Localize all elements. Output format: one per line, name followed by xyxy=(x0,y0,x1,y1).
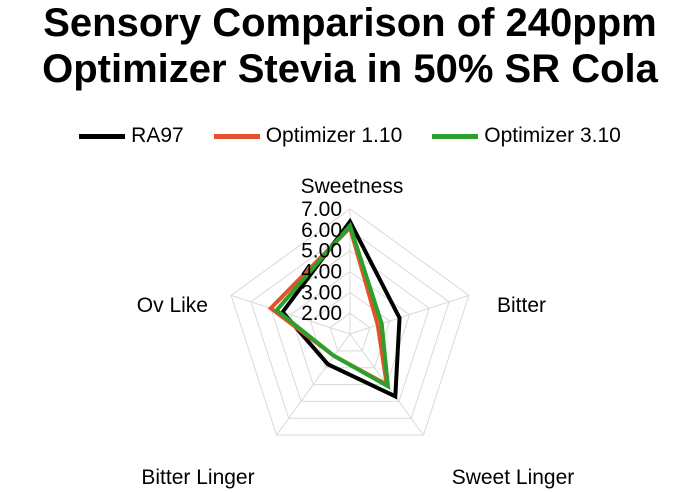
legend-label-optimizer-1-10: Optimizer 1.10 xyxy=(265,124,403,147)
grid-ring-1 xyxy=(329,312,371,352)
grid-ring-3 xyxy=(289,270,411,386)
legend-label-ra97: RA97 xyxy=(131,124,184,147)
spoke-5 xyxy=(230,294,351,335)
chart-title-line-1: Sensory Comparison of 240ppm xyxy=(43,1,657,45)
category-label-2: Bitter xyxy=(497,294,546,317)
legend-item-optimizer-1-10: Optimizer 1.10 xyxy=(213,121,403,151)
tick-label-5: 6.00 xyxy=(301,219,342,242)
tick-label-4: 5.00 xyxy=(301,240,342,263)
legend-item-ra97: RA97 xyxy=(79,121,184,151)
chart-title-line-2: Optimizer Stevia in 50% SR Cola xyxy=(42,47,658,91)
series-line-3 xyxy=(273,221,391,390)
category-label-3: Sweet Linger xyxy=(452,466,575,489)
series-line-1 xyxy=(280,217,402,400)
category-label-5: Ov Like xyxy=(137,294,208,317)
spoke-2 xyxy=(349,294,470,335)
tick-label-6: 7.00 xyxy=(301,198,342,221)
legend: RA97 Optimizer 1.10 Optimizer 3.10 xyxy=(0,121,700,151)
legend-swatch-ra97 xyxy=(79,133,126,139)
tick-label-2: 3.00 xyxy=(301,281,342,304)
tick-label-1: 2.00 xyxy=(301,302,342,325)
grid-ring-6 xyxy=(230,208,470,436)
tick-label-3: 4.00 xyxy=(301,261,342,284)
legend-swatch-optimizer-1-10 xyxy=(213,133,260,139)
legend-item-optimizer-3-10: Optimizer 3.10 xyxy=(432,121,621,151)
chart-title: Sensory Comparison of 240ppm Optimizer S… xyxy=(0,0,700,92)
legend-label-optimizer-3-10: Optimizer 3.10 xyxy=(484,124,621,147)
category-label-1: Sweetness xyxy=(301,175,404,198)
legend-swatch-optimizer-3-10 xyxy=(432,133,479,139)
category-label-4: Bitter Linger xyxy=(141,466,254,489)
grid-ring-2 xyxy=(309,291,391,369)
grid-ring-4 xyxy=(270,250,430,402)
spoke-4 xyxy=(276,333,351,436)
grid-ring-5 xyxy=(250,229,450,419)
